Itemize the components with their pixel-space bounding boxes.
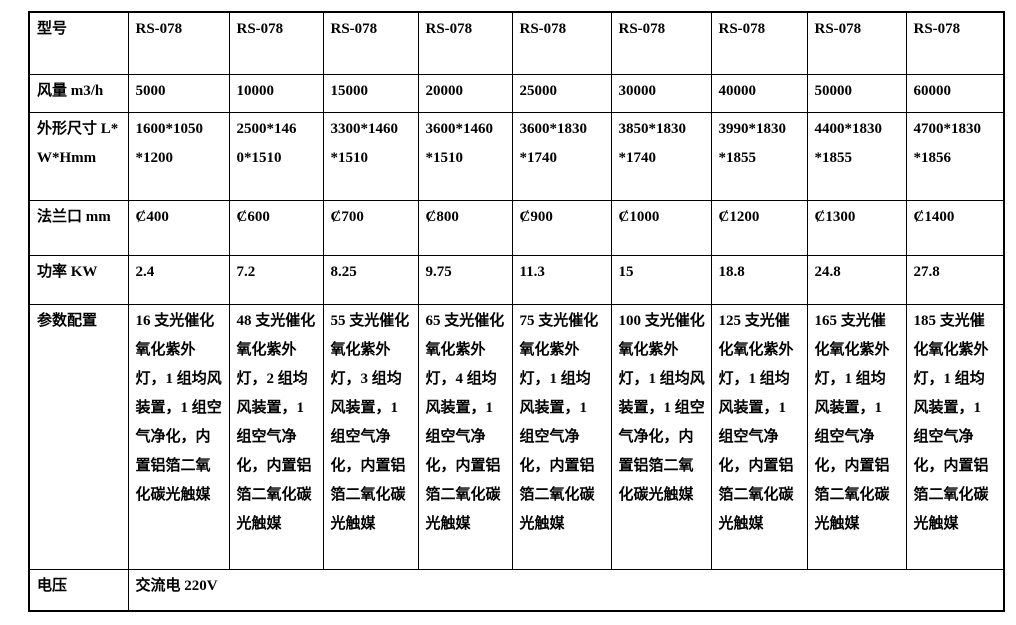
flange-cell: Ȼ700 (322, 199, 419, 256)
table-row-air-volume: 风量 m3/h 5000 10000 15000 20000 25000 300… (28, 73, 1005, 113)
config-cell: 48 支光催化氧化紫外灯，2 组均风装置，1 组空气净化，内置铝箔二氧化碳光触媒 (228, 303, 324, 570)
power-cell: 9.75 (417, 254, 513, 305)
power-cell: 15 (610, 254, 712, 305)
power-cell: 11.3 (511, 254, 612, 305)
row-header-flange: 法兰口 mm (28, 199, 129, 256)
config-cell: 185 支光催化氧化紫外灯，1 组均风装置，1 组空气净化，内置铝箔二氧化碳光触… (905, 303, 1005, 570)
table-row-voltage: 电压 交流电 220V (28, 568, 1005, 612)
flange-cell: Ȼ600 (228, 199, 324, 256)
table-row-flange: 法兰口 mm Ȼ400 Ȼ600 Ȼ700 Ȼ800 Ȼ900 Ȼ1000 Ȼ1… (28, 199, 1005, 256)
row-header-model: 型号 (28, 11, 129, 75)
air-volume-cell: 30000 (610, 73, 712, 113)
table-row-config: 参数配置 16 支光催化氧化紫外灯，1 组均风装置，1 组空气净化，内置铝箔二氧… (28, 303, 1005, 570)
power-cell: 7.2 (228, 254, 324, 305)
model-cell: RS-078 (322, 11, 419, 75)
row-header-voltage: 电压 (28, 568, 129, 612)
air-volume-cell: 40000 (710, 73, 808, 113)
product-spec-table: 型号 RS-078 RS-078 RS-078 RS-078 RS-078 RS… (28, 11, 1005, 612)
flange-cell: Ȼ1300 (806, 199, 907, 256)
dimensions-cell: 2500*146 0*1510 (228, 111, 324, 201)
row-header-dimensions: 外形尺寸 L*W*Hmm (28, 111, 129, 201)
model-cell: RS-078 (511, 11, 612, 75)
model-cell: RS-078 (228, 11, 324, 75)
dimensions-cell: 3300*1460 *1510 (322, 111, 419, 201)
model-cell: RS-078 (127, 11, 230, 75)
dimensions-cell: 4700*1830 *1856 (905, 111, 1005, 201)
model-cell: RS-078 (806, 11, 907, 75)
dimensions-cell: 3600*1830 *1740 (511, 111, 612, 201)
model-cell: RS-078 (417, 11, 513, 75)
config-cell: 125 支光催化氧化紫外灯，1 组均风装置，1 组空气净化，内置铝箔二氧化碳光触… (710, 303, 808, 570)
config-cell: 65 支光催化氧化紫外灯，4 组均风装置，1 组空气净化，内置铝箔二氧化碳光触媒 (417, 303, 513, 570)
air-volume-cell: 15000 (322, 73, 419, 113)
air-volume-cell: 25000 (511, 73, 612, 113)
air-volume-cell: 10000 (228, 73, 324, 113)
flange-cell: Ȼ1400 (905, 199, 1005, 256)
flange-cell: Ȼ900 (511, 199, 612, 256)
model-cell: RS-078 (710, 11, 808, 75)
flange-cell: Ȼ800 (417, 199, 513, 256)
config-cell: 75 支光催化氧化紫外灯，1 组均风装置，1 组空气净化，内置铝箔二氧化碳光触媒 (511, 303, 612, 570)
dimensions-cell: 3850*1830 *1740 (610, 111, 712, 201)
config-cell: 55 支光催化氧化紫外灯，3 组均风装置，1 组空气净化，内置铝箔二氧化碳光触媒 (322, 303, 419, 570)
flange-cell: Ȼ1000 (610, 199, 712, 256)
flange-cell: Ȼ1200 (710, 199, 808, 256)
power-cell: 27.8 (905, 254, 1005, 305)
voltage-value-cell: 交流电 220V (127, 568, 1005, 612)
row-header-air-volume: 风量 m3/h (28, 73, 129, 113)
table-row-power: 功率 KW 2.4 7.2 8.25 9.75 11.3 15 18.8 24.… (28, 254, 1005, 305)
dimensions-cell: 1600*1050 *1200 (127, 111, 230, 201)
air-volume-cell: 20000 (417, 73, 513, 113)
dimensions-cell: 3600*1460 *1510 (417, 111, 513, 201)
power-cell: 2.4 (127, 254, 230, 305)
power-cell: 8.25 (322, 254, 419, 305)
power-cell: 24.8 (806, 254, 907, 305)
table-row-dimensions: 外形尺寸 L*W*Hmm 1600*1050 *1200 2500*146 0*… (28, 111, 1005, 201)
air-volume-cell: 50000 (806, 73, 907, 113)
config-cell: 165 支光催化氧化紫外灯，1 组均风装置，1 组空气净化，内置铝箔二氧化碳光触… (806, 303, 907, 570)
table-row-model: 型号 RS-078 RS-078 RS-078 RS-078 RS-078 RS… (28, 11, 1005, 75)
row-header-power: 功率 KW (28, 254, 129, 305)
config-cell: 100 支光催化氧化紫外灯，1 组均风装置，1 组空气净化，内置铝箔二氧化碳光触… (610, 303, 712, 570)
model-cell: RS-078 (905, 11, 1005, 75)
model-cell: RS-078 (610, 11, 712, 75)
flange-cell: Ȼ400 (127, 199, 230, 256)
dimensions-cell: 4400*1830 *1855 (806, 111, 907, 201)
dimensions-cell: 3990*1830 *1855 (710, 111, 808, 201)
power-cell: 18.8 (710, 254, 808, 305)
row-header-config: 参数配置 (28, 303, 129, 570)
config-cell: 16 支光催化氧化紫外灯，1 组均风装置，1 组空气净化，内置铝箔二氧化碳光触媒 (127, 303, 230, 570)
air-volume-cell: 60000 (905, 73, 1005, 113)
air-volume-cell: 5000 (127, 73, 230, 113)
